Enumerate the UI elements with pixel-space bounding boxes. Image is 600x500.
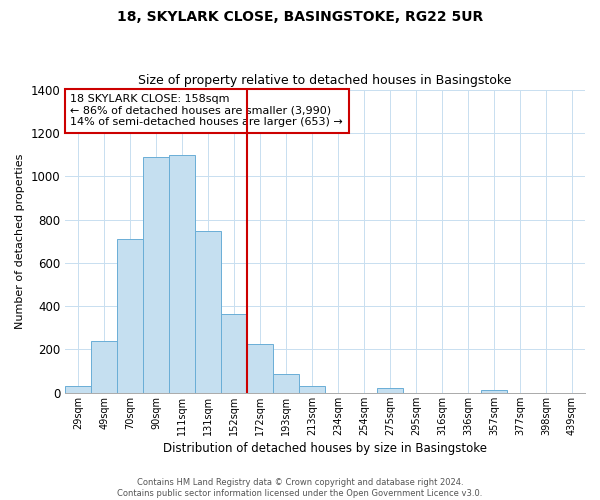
Bar: [91, 341, 117, 393]
Bar: [247, 344, 273, 393]
Bar: [221, 314, 247, 393]
Title: Size of property relative to detached houses in Basingstoke: Size of property relative to detached ho…: [139, 74, 512, 87]
Bar: [65, 386, 91, 393]
Bar: [117, 239, 143, 393]
Bar: [169, 154, 195, 393]
Bar: [299, 386, 325, 393]
Text: Contains HM Land Registry data © Crown copyright and database right 2024.
Contai: Contains HM Land Registry data © Crown c…: [118, 478, 482, 498]
Bar: [377, 388, 403, 393]
Text: 18, SKYLARK CLOSE, BASINGSTOKE, RG22 5UR: 18, SKYLARK CLOSE, BASINGSTOKE, RG22 5UR: [117, 10, 483, 24]
Bar: [481, 390, 507, 393]
Bar: [195, 232, 221, 393]
Text: 18 SKYLARK CLOSE: 158sqm
← 86% of detached houses are smaller (3,990)
14% of sem: 18 SKYLARK CLOSE: 158sqm ← 86% of detach…: [70, 94, 343, 128]
Bar: [273, 374, 299, 393]
X-axis label: Distribution of detached houses by size in Basingstoke: Distribution of detached houses by size …: [163, 442, 487, 455]
Bar: [143, 156, 169, 393]
Y-axis label: Number of detached properties: Number of detached properties: [15, 154, 25, 329]
